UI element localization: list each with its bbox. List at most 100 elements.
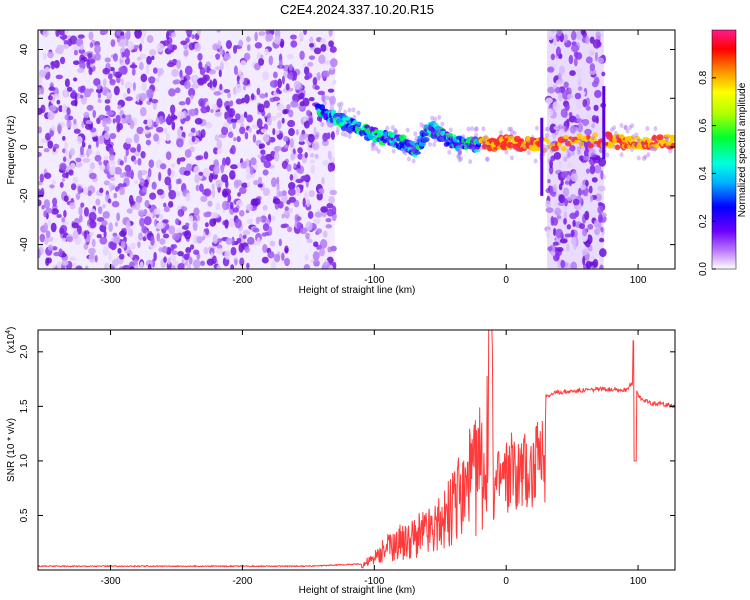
spectrogram-cell xyxy=(227,92,232,99)
spectrogram-cell xyxy=(48,86,56,91)
spectrogram-cell xyxy=(306,199,311,208)
spectrogram-cell xyxy=(185,30,193,35)
spectrogram-cell xyxy=(276,87,280,94)
spectrogram-cell xyxy=(64,140,68,151)
spectrogram-cell xyxy=(38,76,43,86)
spectrogram-cell xyxy=(130,242,137,250)
spectrogram-cell xyxy=(113,85,120,96)
spectrogram-cell xyxy=(308,55,316,60)
spectrogram-cell xyxy=(327,88,335,93)
spectrogram-cell xyxy=(134,202,141,211)
track-cell xyxy=(534,147,542,152)
spectrogram-cell xyxy=(117,104,122,110)
track-halo-cell xyxy=(653,126,658,132)
track-halo-cell xyxy=(610,127,615,133)
spectrogram-cell xyxy=(147,167,152,178)
spectrogram-cell xyxy=(283,135,289,142)
spectrogram-cell xyxy=(88,231,94,237)
track-cell xyxy=(474,148,481,153)
spectrogram-cell xyxy=(84,123,93,131)
snr-series-line xyxy=(38,330,675,569)
spectrogram-cell xyxy=(308,117,313,125)
track-halo-cell xyxy=(630,123,635,129)
track-halo-cell xyxy=(584,150,589,156)
track-halo-cell xyxy=(554,130,559,136)
spectrogram-cell xyxy=(585,35,590,45)
spectrogram-cell xyxy=(80,202,85,208)
spectrogram-cell xyxy=(140,150,146,159)
spectrogram-cell xyxy=(198,171,204,176)
spectrogram-cell xyxy=(206,258,215,266)
spectrogram-cell xyxy=(238,69,242,76)
spectrogram-cell xyxy=(158,171,162,182)
spectrogram-cell xyxy=(266,33,274,42)
track-cell xyxy=(656,134,664,141)
spectrogram-cell xyxy=(47,244,54,251)
spectrogram-cell xyxy=(41,205,45,210)
spectrogram-cell xyxy=(148,49,157,56)
spectrogram-cell xyxy=(122,182,127,188)
track-halo-cell xyxy=(393,129,398,135)
spectrogram-cell xyxy=(66,119,72,129)
snr-scale-label: (x104) xyxy=(5,327,17,354)
track-halo-cell xyxy=(665,135,670,141)
spectrogram-cell xyxy=(322,261,331,269)
spectrogram-cell xyxy=(108,73,113,80)
spectrogram-cell xyxy=(216,148,223,155)
y-tick-label: -20 xyxy=(19,188,30,203)
track-halo-cell xyxy=(646,152,651,158)
spectrogram-cell xyxy=(91,238,96,248)
spectrogram-cell xyxy=(555,228,563,239)
track-halo-cell xyxy=(534,125,539,131)
spectrogram-cell xyxy=(96,217,105,222)
spectrogram-cell xyxy=(274,151,280,162)
spectrogram-cell xyxy=(549,185,554,196)
spectrogram-cell xyxy=(274,35,281,45)
spectrogram-cell xyxy=(39,233,46,243)
spectrogram-cell xyxy=(578,149,584,155)
spectrogram-cell xyxy=(286,53,294,60)
spectrogram-cell xyxy=(157,68,162,78)
track-halo-cell xyxy=(413,138,418,144)
spectrogram-cell xyxy=(45,230,51,239)
spectrogram-cell xyxy=(260,143,266,149)
spectrogram-cell xyxy=(203,188,212,197)
spectrogram-cell xyxy=(580,90,586,96)
spectrogram-cell xyxy=(78,48,86,54)
spectrogram-cell xyxy=(236,135,241,143)
spectrogram-cell xyxy=(283,144,289,149)
spectrogram-cell xyxy=(559,238,568,244)
track-halo-cell xyxy=(440,136,445,142)
spectrogram-cell xyxy=(183,80,191,90)
spectrogram-cell xyxy=(243,52,251,61)
spectrogram-cell xyxy=(149,192,157,200)
track-halo-cell xyxy=(432,142,437,148)
spectrogram-cell xyxy=(209,218,217,227)
spectrogram-cell xyxy=(599,264,604,269)
spectrogram-cell xyxy=(74,97,78,107)
spectrogram-cell xyxy=(176,111,185,120)
track-halo-cell xyxy=(566,153,571,159)
spectrogram-cell xyxy=(281,190,287,196)
spectrogram-cell xyxy=(211,183,215,190)
track-halo-cell xyxy=(565,125,570,131)
spectrogram-cell xyxy=(246,114,254,123)
track-cell xyxy=(421,137,430,143)
spectrogram-cell xyxy=(313,241,319,248)
spectrogram-cell xyxy=(304,152,308,159)
spectrogram-cell xyxy=(124,114,132,124)
spectrogram-cell xyxy=(298,140,305,145)
spectrogram-cell xyxy=(204,121,213,129)
track-halo-cell xyxy=(473,127,478,133)
track-halo-cell xyxy=(458,150,463,156)
spectrogram-x-ticks: -300 -200 -100 0 100 xyxy=(101,30,647,286)
spectrogram-cell xyxy=(76,136,83,145)
spectrogram-cell xyxy=(281,75,285,85)
spectrogram-cell xyxy=(86,104,94,111)
spectrogram-cell xyxy=(165,151,172,161)
track-halo-cell xyxy=(439,134,444,140)
spectrogram-cell xyxy=(66,86,73,92)
spectrogram-cell xyxy=(177,250,184,257)
spectrogram-cell xyxy=(169,254,177,261)
